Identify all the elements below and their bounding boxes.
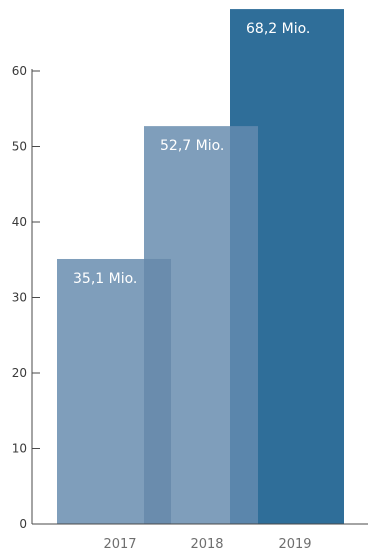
x-axis: 2017 2018 2019 (32, 523, 368, 550)
data-label-2017: 35,1 Mio. (73, 271, 137, 287)
y-tick-label-10: 10 (12, 442, 27, 456)
y-axis: 0 10 20 30 40 50 60 (12, 64, 40, 531)
bar-overlap-2017-2018 (144, 258, 171, 524)
y-tick-label-60: 60 (12, 64, 27, 78)
bar-overlaps-group (144, 126, 258, 525)
y-tick-label-0: 0 (19, 517, 27, 531)
data-labels-group: 35,1 Mio. 52,7 Mio. 68,2 Mio. (73, 21, 310, 287)
data-label-2018: 52,7 Mio. (160, 138, 224, 154)
y-tick-label-50: 50 (12, 140, 27, 154)
bars-group (57, 9, 344, 525)
y-tick-label-40: 40 (12, 215, 27, 229)
y-tick-label-30: 30 (12, 291, 27, 305)
x-tick-label-2018: 2018 (190, 537, 223, 550)
data-label-2019: 68,2 Mio. (246, 21, 310, 37)
x-tick-label-2017: 2017 (103, 537, 136, 550)
y-tick-label-20: 20 (12, 366, 27, 380)
bar-overlap-2018-2019 (230, 126, 258, 525)
x-tick-label-2019: 2019 (278, 537, 311, 550)
